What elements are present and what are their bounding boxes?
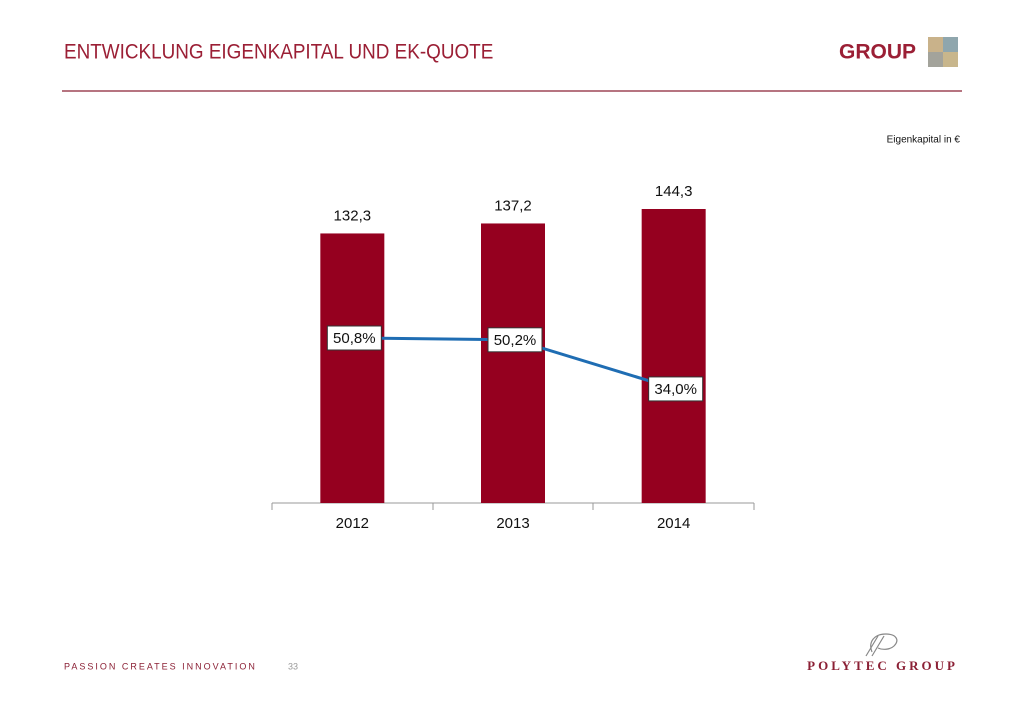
label-box	[487, 327, 543, 353]
label-box	[326, 325, 382, 351]
brand-logo	[928, 37, 958, 67]
x-tick-label: 2014	[657, 515, 690, 532]
logo-tile	[928, 37, 943, 52]
label-box	[648, 376, 704, 402]
company-logo-mark	[865, 633, 898, 657]
bar-value-label: 137,2	[494, 197, 532, 214]
x-tick-label: 2013	[496, 515, 529, 532]
logo-swirl	[870, 633, 898, 653]
logo-tile	[943, 52, 958, 67]
bar-value-label: 144,3	[655, 183, 693, 200]
bar	[481, 223, 545, 503]
unit-label: Eigenkapital in €	[887, 135, 961, 146]
logo-tile	[928, 52, 943, 67]
logo-swirl	[865, 635, 885, 657]
x-tick-label: 2012	[336, 515, 369, 532]
bar	[641, 209, 706, 503]
footer-slogan: PASSION CREATES INNOVATION	[64, 661, 257, 671]
line-value-label: 50,2%	[494, 332, 537, 349]
chart: 2012 2013 2014 132,3 137,2 144,3 50,8% 50,2% 34,…	[271, 183, 755, 532]
bar-value-label: 132,3	[334, 207, 372, 224]
line-value-label: 50,8%	[333, 330, 376, 347]
line-value-label: 34,0%	[654, 381, 697, 398]
logo-tile	[943, 37, 958, 52]
page-number: 33	[288, 661, 298, 671]
brand-label: GROUP	[839, 41, 916, 64]
company-name: POLYTEC GROUP	[807, 658, 958, 673]
bar	[320, 233, 385, 503]
slide-title: ENTWICKLUNG EIGENKAPITAL UND EK-QUOTE	[64, 41, 493, 64]
